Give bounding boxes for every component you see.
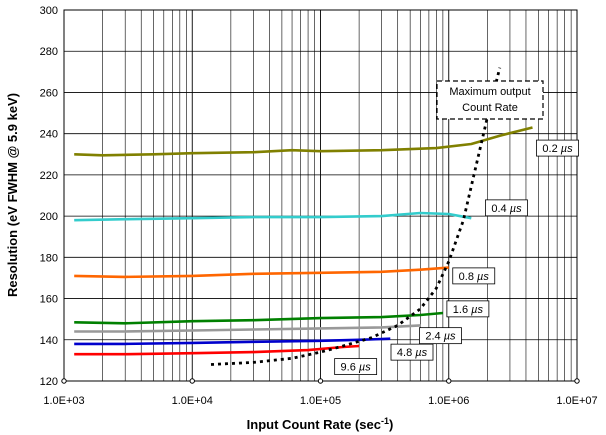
y-tick-label: 280 — [40, 46, 58, 58]
series-labels: 0.2 µs 0.4 µs 0.8 µs 1.6 µs 2.4 µs 4.8 µs 9.6 … — [334, 139, 579, 375]
series-label: 0.8 µs — [452, 267, 496, 285]
x-axis-title-sup: -1 — [381, 416, 389, 426]
series-line — [74, 266, 449, 279]
series-label-text: 0.8 µs — [459, 271, 490, 283]
y-tick-label: 220 — [40, 170, 58, 182]
y-tick-label: 140 — [40, 335, 58, 347]
x-tick-label: 1.0E+04 — [172, 395, 213, 407]
x-axis-title: Input Count Rate (sec-1) — [247, 416, 394, 432]
series-label: 0.2 µs — [536, 139, 579, 157]
series-label-text: 2.4 µs — [425, 331, 456, 343]
series-line — [74, 211, 472, 222]
y-tick-label: 120 — [40, 376, 58, 388]
y-tick-label: 260 — [40, 87, 58, 99]
x-tick-label: 1.0E+07 — [556, 395, 597, 407]
series-label-box — [334, 358, 378, 375]
axis-ticks: 120 140 160 180 200 220 240 260 280 300 1.0E+03 1.0… — [40, 5, 598, 407]
series-label-box — [452, 267, 496, 285]
series-label-text: 4.8 µs — [397, 347, 428, 359]
series-label: 1.6 µs — [446, 300, 490, 318]
x-tick-marker — [317, 378, 324, 384]
x-tick-label: 1.0E+05 — [300, 395, 341, 407]
x-tick-marker — [61, 378, 67, 384]
x-axis-title-main: Input Count Rate (sec — [247, 417, 381, 432]
x-tick-marker — [574, 378, 580, 384]
series-label-box — [419, 327, 462, 345]
series-line — [74, 324, 421, 333]
series-label-box — [390, 343, 434, 361]
series-label-text: 0.2 µs — [542, 143, 573, 155]
series-label-text: 9.6 µs — [341, 362, 372, 374]
y-tick-label: 160 — [40, 294, 58, 306]
y-tick-label: 200 — [40, 211, 58, 223]
series-label-text: 1.6 µs — [453, 304, 484, 316]
series-label-box — [446, 300, 490, 318]
x-tick-label: 1.0E+06 — [428, 395, 469, 407]
series-lines — [74, 126, 533, 356]
annotation-box — [436, 80, 544, 120]
y-axis-title: Resolution (eV FWHM @ 5.9 keV) — [5, 93, 20, 297]
max-output-annotation: Maximum output Count Rate — [436, 80, 544, 120]
series-label-box — [536, 139, 579, 157]
y-tick-label: 240 — [40, 129, 58, 141]
y-tick-label: 180 — [40, 252, 58, 264]
annotation-line-2: Count Rate — [462, 102, 518, 114]
x-tick-label: 1.0E+03 — [43, 395, 84, 407]
max-output-curve — [210, 67, 502, 366]
series-label: 9.6 µs — [334, 358, 378, 375]
series-label: 0.4 µs — [485, 199, 528, 217]
x-tick-marker — [446, 378, 452, 384]
series-line — [74, 337, 391, 346]
series-label-text: 0.4 µs — [491, 203, 522, 215]
annotation-line-1: Maximum output — [449, 86, 530, 98]
series-label-box — [485, 199, 528, 217]
x-tick-marker — [189, 378, 195, 384]
grid-lines — [63, 9, 577, 382]
series-label: 2.4 µs — [419, 327, 462, 345]
series-line — [74, 126, 533, 157]
max-output-line — [210, 67, 502, 366]
series-line — [74, 311, 444, 325]
y-tick-label: 300 — [40, 5, 58, 17]
x-axis-title-end: ) — [389, 417, 393, 432]
series-label: 4.8 µs — [390, 343, 434, 361]
